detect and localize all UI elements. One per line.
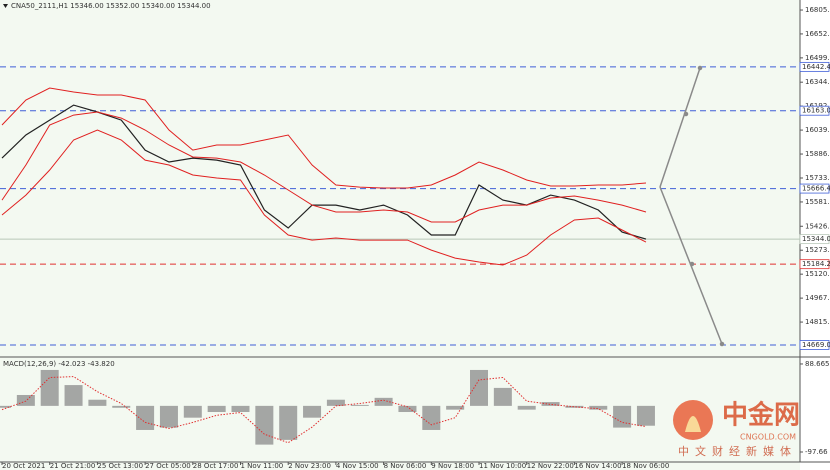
histogram-bar: [64, 385, 83, 406]
band-line: [1, 87, 647, 189]
x-tick-label: 11 Nov 10:00: [479, 462, 526, 470]
level-label: 16163.00: [802, 107, 830, 115]
x-tick-label: 21 Oct 21:00: [50, 462, 96, 470]
x-tick-label: 8 Nov 06:00: [384, 462, 427, 470]
histogram-bar: [350, 404, 369, 406]
logo-flame: [685, 416, 701, 432]
histogram-bar: [136, 405, 155, 430]
histogram-bar: [183, 405, 202, 418]
level-tag: [799, 183, 830, 194]
histogram-bar: [446, 405, 465, 410]
y-tick-label: 16499.95: [805, 54, 830, 62]
x-tick-label: 4 Nov 15:00: [336, 462, 379, 470]
x-tick-label: 2 Nov 23:00: [288, 462, 331, 470]
histogram-bar: [40, 369, 59, 406]
y-tick-label: 15273.25: [805, 246, 830, 254]
histogram-bar: [493, 387, 512, 406]
y-tick-label: 15120.50: [805, 270, 830, 278]
level-label: 15344.00: [802, 235, 830, 243]
x-tick-label: 12 Nov 22:00: [527, 462, 574, 470]
level-tag: [799, 105, 830, 116]
projection-up: [659, 67, 701, 188]
y-tick-label: 14815.00: [805, 318, 830, 326]
histogram-bar: [0, 405, 11, 408]
macd-header: MACD(12,26,9) -42.023 -43.820: [3, 360, 115, 368]
histogram-bar: [565, 405, 584, 408]
histogram-bar: [112, 405, 131, 408]
projection-node: [683, 111, 689, 117]
histogram-bar: [16, 394, 35, 406]
y-tick-label: -97.66: [805, 448, 828, 456]
y-tick-label: 16344.85: [805, 78, 830, 86]
x-tick-label: 18 Nov 06:00: [622, 462, 669, 470]
x-tick-label: 9 Nov 18:00: [431, 462, 474, 470]
x-tick-label: 20 Oct 2021: [2, 462, 45, 470]
histogram-bar: [374, 397, 393, 406]
histogram-bar: [255, 405, 274, 445]
y-tick-label: 15733.85: [805, 174, 830, 182]
projection-node: [719, 341, 725, 347]
histogram-bar: [470, 369, 488, 406]
level-label: 15184.26: [802, 260, 830, 268]
price-line: [1, 104, 647, 240]
histogram-bar: [517, 405, 536, 410]
level-tag: [799, 340, 830, 350]
plot-background: [0, 0, 800, 470]
x-tick-label: 16 Nov 14:00: [574, 462, 621, 470]
x-tick-label: 28 Oct 17:00: [193, 462, 239, 470]
histogram-bar: [326, 399, 345, 406]
x-tick-label: 1 Nov 11:00: [241, 462, 284, 470]
level-label: 16442.48: [802, 63, 830, 71]
level-tag: [799, 61, 830, 72]
histogram-bar: [613, 405, 632, 428]
histogram-bar: [88, 399, 107, 406]
y-tick-label: 16805.00: [805, 6, 830, 14]
histogram-bar: [589, 405, 608, 410]
symbol-menu[interactable]: [3, 4, 8, 8]
x-tick-label: 25 Oct 13:00: [97, 462, 143, 470]
watermark-site: CNGOLD.COM: [740, 433, 796, 442]
projection: [659, 65, 725, 347]
chart-header: CNA50_2111,H1 15346.00 15352.00 15340.00…: [11, 2, 211, 10]
watermark-name: 中金网: [722, 400, 800, 431]
projection-node: [689, 261, 695, 267]
histogram-bar: [422, 405, 441, 430]
histogram-bar: [541, 402, 560, 406]
histogram-bar: [303, 405, 322, 418]
band-line: [1, 111, 647, 223]
signal-line: [1, 376, 647, 444]
histogram-bar: [207, 405, 226, 413]
histogram-bar: [398, 405, 417, 413]
histogram-bar: [279, 405, 298, 440]
y-tick-label: 15581.10: [805, 198, 830, 206]
level-label: 14669.06: [802, 341, 830, 349]
y-tick-label: 14967.75: [805, 294, 830, 302]
watermark-slogan: 中文财经新媒体: [678, 444, 797, 458]
y-tick-label: 15426.00: [805, 222, 830, 230]
y-tick-label: 15886.60: [805, 150, 830, 158]
y-tick-label: 16652.70: [805, 30, 830, 38]
histogram-bar: [636, 405, 655, 426]
level-tag: [799, 259, 830, 270]
y-tick-label: 16039.35: [805, 126, 830, 134]
level-label: 15666.41: [802, 185, 830, 193]
level-tag: [799, 234, 830, 245]
projection-node: [697, 65, 703, 71]
histogram-bar: [231, 405, 250, 413]
x-tick-label: 27 Oct 05:00: [145, 462, 191, 470]
watermark: 中金网 CNGOLD.COM 中文财经新媒体: [673, 400, 800, 458]
band-line: [1, 129, 647, 266]
histogram-bar: [159, 405, 178, 428]
y-tick-label: 88.665: [805, 360, 830, 368]
